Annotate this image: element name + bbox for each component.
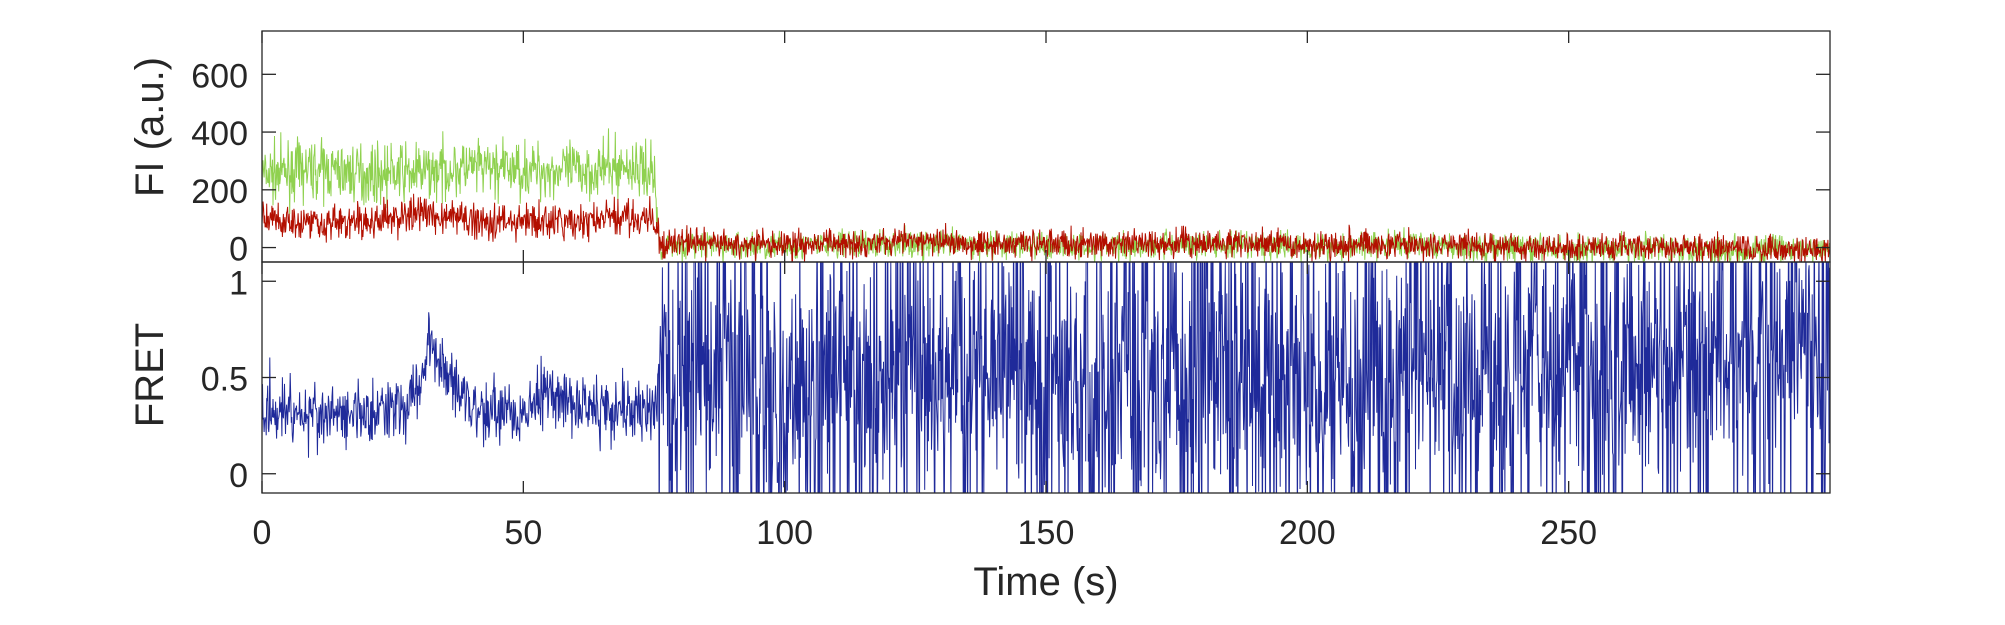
y-tick-label: 0: [229, 231, 248, 269]
y-tick-label: 400: [191, 115, 248, 153]
y-tick-label: 0.5: [201, 361, 248, 399]
y-tick-label: 600: [191, 57, 248, 95]
x-tick-label: 150: [1018, 514, 1075, 552]
fluorescence-y-axis-label: FI (a.u.): [128, 57, 172, 197]
fluorescence-traces: [262, 128, 1830, 262]
x-tick-label: 100: [756, 514, 813, 552]
x-tick-label: 0: [253, 514, 272, 552]
y-tick-label: 0: [229, 457, 248, 495]
x-tick-label: 250: [1540, 514, 1597, 552]
y-tick-label: 1: [229, 264, 248, 302]
x-tick-label: 50: [504, 514, 542, 552]
x-tick-label: 200: [1279, 514, 1336, 552]
y-tick-label: 200: [191, 173, 248, 211]
x-axis-label: Time (s): [973, 560, 1118, 604]
fret-traces: [262, 262, 1830, 493]
fret-trace-line: [262, 262, 1830, 493]
fret-y-axis-label: FRET: [128, 323, 172, 427]
